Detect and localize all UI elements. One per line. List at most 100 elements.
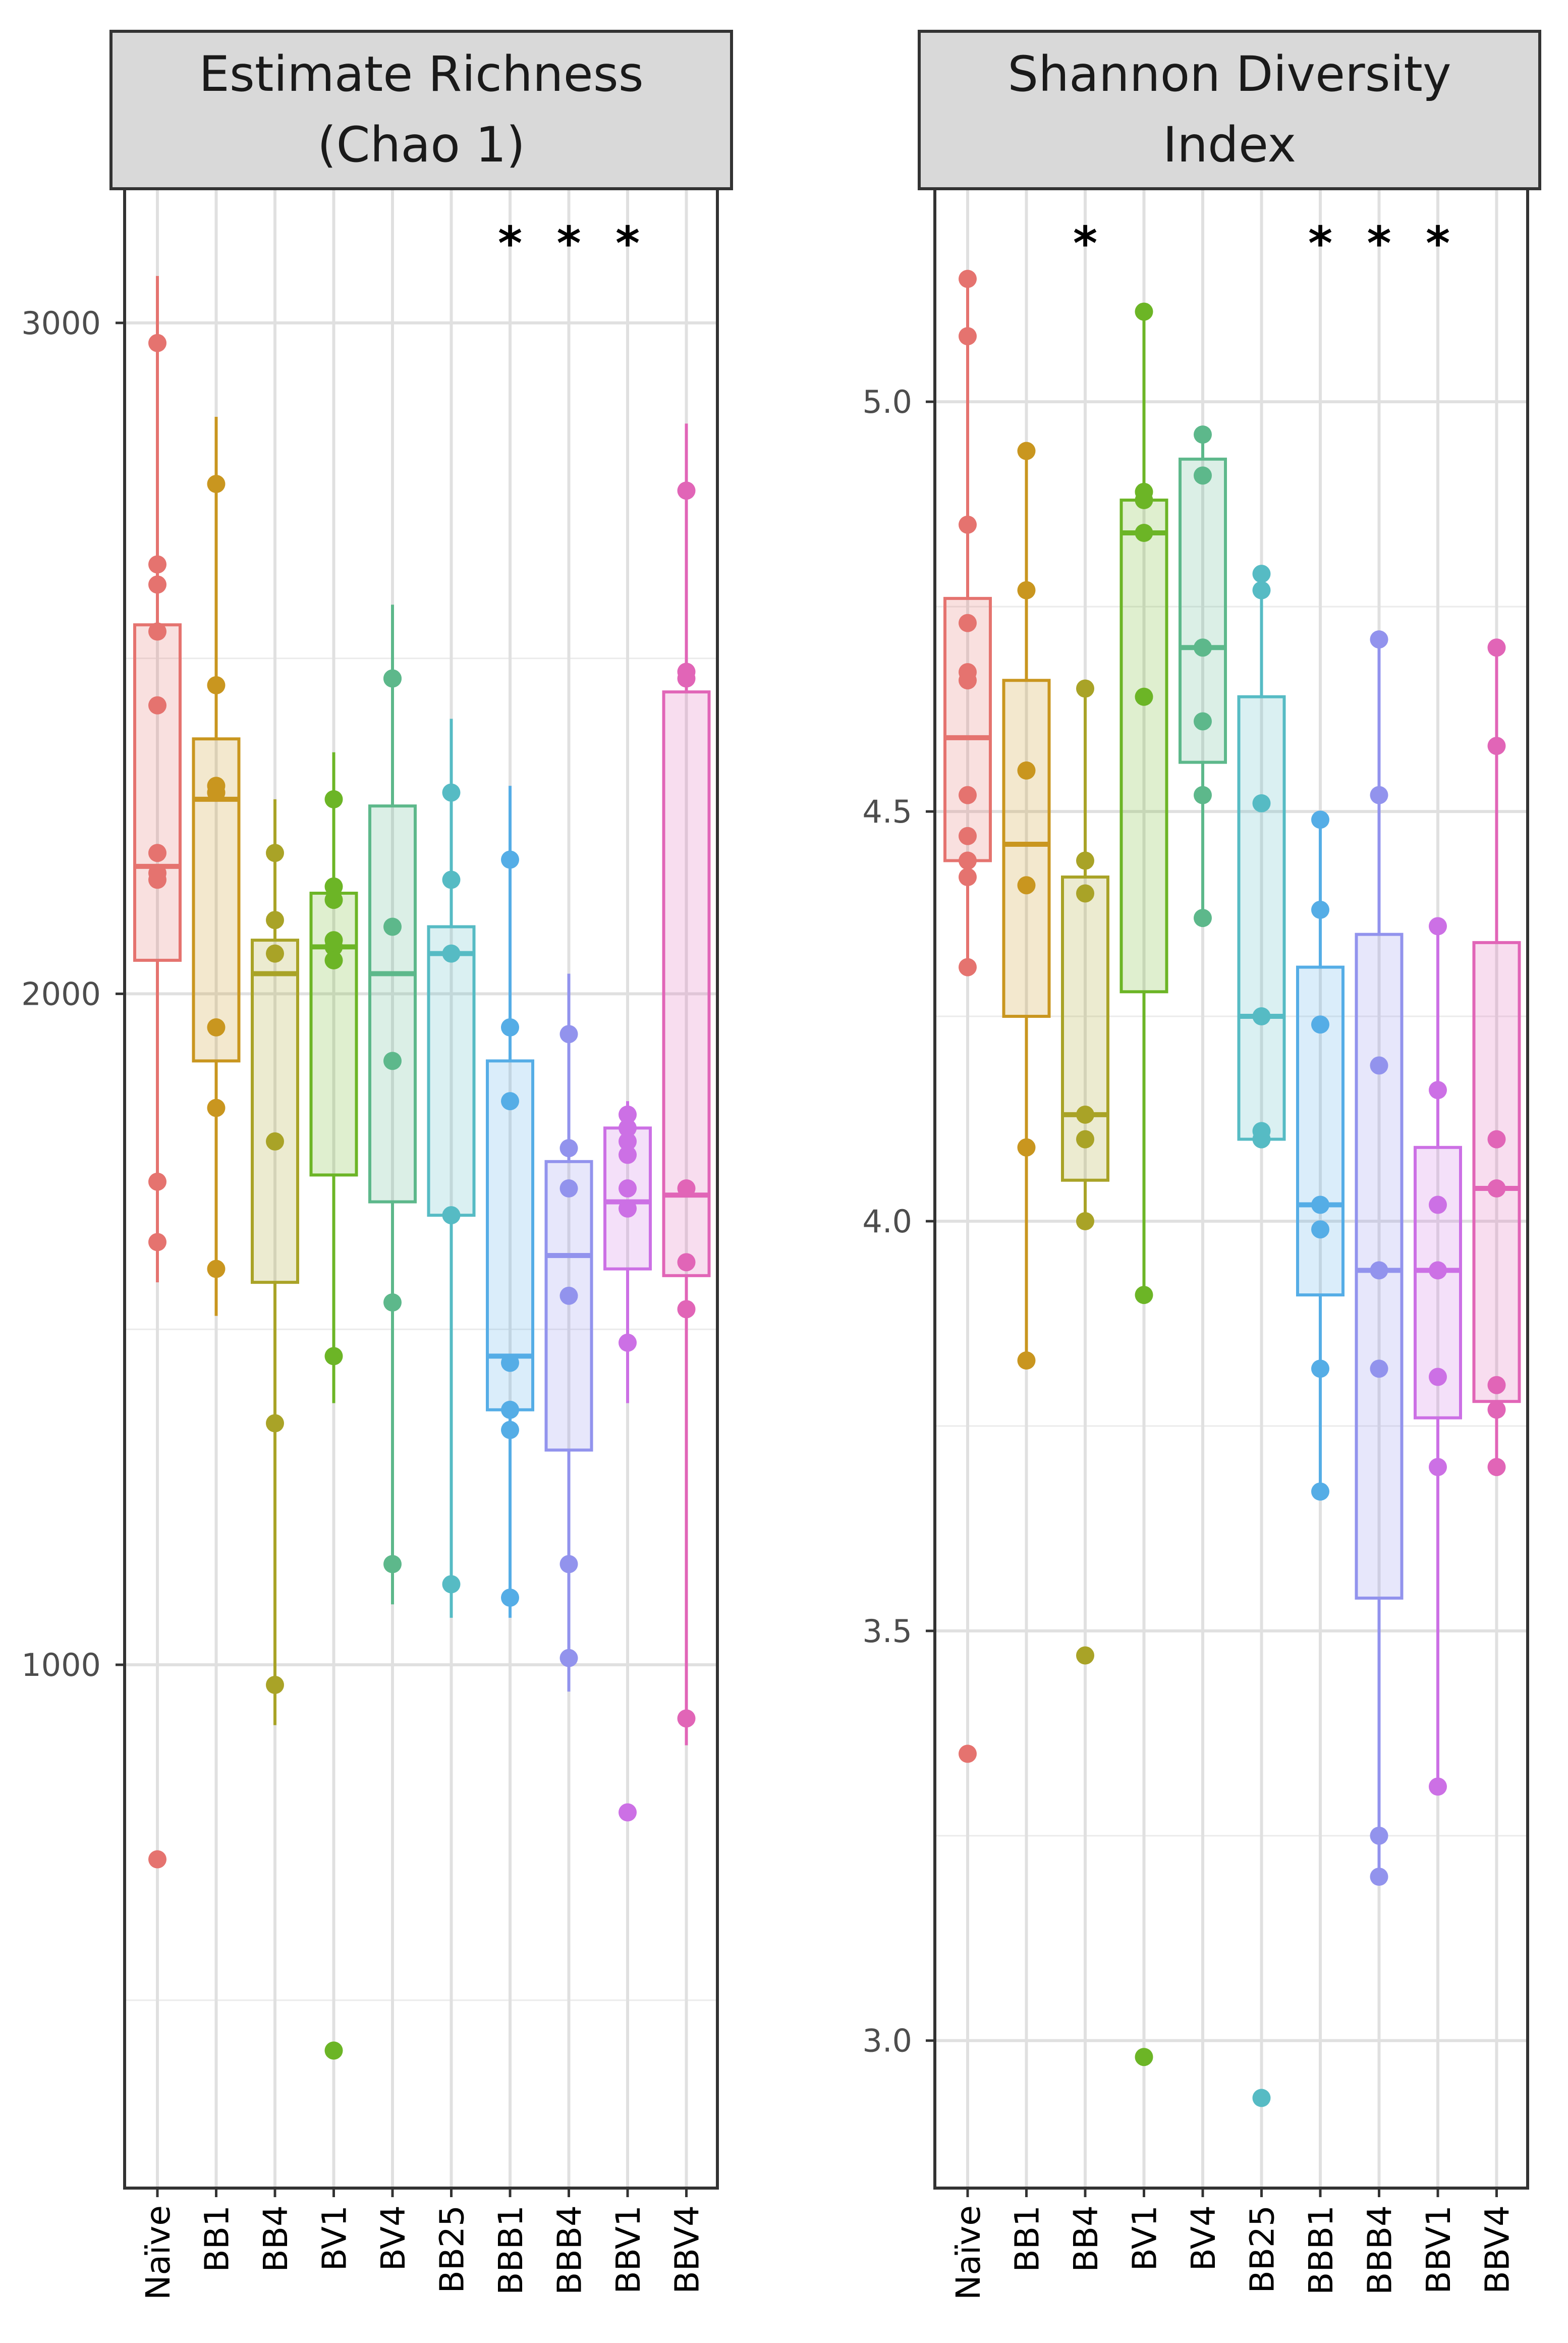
data-point <box>207 474 226 493</box>
data-point <box>383 1052 402 1070</box>
data-point <box>959 671 977 690</box>
group-bbv4 <box>662 423 711 1746</box>
data-point <box>1487 1458 1506 1477</box>
data-point <box>148 870 166 889</box>
data-point <box>442 870 461 889</box>
data-point <box>619 1119 637 1137</box>
group-bb25 <box>1237 565 1286 2107</box>
box <box>1296 965 1345 1297</box>
data-point <box>959 327 977 346</box>
data-point <box>1076 1212 1094 1230</box>
group-bb25 <box>427 719 476 1618</box>
box <box>1119 499 1168 994</box>
data-point <box>1076 1646 1094 1665</box>
x-tick-label: BBB4 <box>1361 2205 1399 2295</box>
data-point <box>501 1092 519 1111</box>
data-point <box>559 1649 578 1667</box>
data-point <box>1194 909 1212 928</box>
group-bbv1 <box>1414 917 1462 1796</box>
y-tick-label: 4.0 <box>862 1203 912 1240</box>
data-point <box>1311 900 1329 919</box>
data-point <box>501 1589 519 1607</box>
x-tick-label: BBB1 <box>1302 2205 1340 2295</box>
x-tick-label: BB1 <box>1008 2205 1047 2272</box>
data-point <box>383 917 402 936</box>
data-point <box>677 1300 696 1319</box>
data-point <box>959 614 977 632</box>
data-point <box>559 1179 578 1197</box>
group-bv1 <box>1119 302 1168 2066</box>
data-point <box>1017 876 1036 895</box>
group-bbb4 <box>1355 630 1404 1886</box>
data-point <box>1194 425 1212 444</box>
y-tick-label: 1000 <box>21 1647 101 1683</box>
data-point <box>1017 761 1036 780</box>
x-tick-label: BV4 <box>374 2205 413 2271</box>
group-bbv1 <box>603 1101 652 1822</box>
x-tick-label: BBV4 <box>668 2205 707 2294</box>
data-point <box>324 891 343 909</box>
data-point <box>1311 1015 1329 1034</box>
box <box>943 596 992 862</box>
significance-star: * <box>556 216 581 270</box>
box <box>1061 875 1109 1182</box>
box <box>133 623 182 962</box>
data-point <box>1017 442 1036 460</box>
data-point <box>677 1179 696 1197</box>
data-point <box>1252 794 1271 812</box>
facet-title-line: Index <box>1163 117 1296 173</box>
data-point <box>501 1018 519 1037</box>
box <box>662 690 711 1277</box>
data-point <box>1487 638 1506 657</box>
group-nave <box>133 276 182 1869</box>
y-tick-label: 3.5 <box>862 1613 912 1650</box>
data-point <box>1370 1056 1388 1075</box>
group-bbb1 <box>486 786 534 1618</box>
x-tick-label: Naïve <box>949 2205 988 2300</box>
data-point <box>1076 851 1094 870</box>
data-point <box>148 575 166 594</box>
data-point <box>1487 1400 1506 1419</box>
data-point <box>1487 1179 1506 1197</box>
data-point <box>207 783 226 802</box>
data-point <box>148 555 166 574</box>
x-tick-label: BV4 <box>1184 2205 1223 2271</box>
x-tick-label: BB25 <box>433 2205 472 2294</box>
data-point <box>1017 581 1036 600</box>
data-point <box>619 1179 637 1197</box>
group-bbb1 <box>1296 810 1345 1501</box>
data-point <box>324 951 343 969</box>
group-bv4 <box>1179 425 1227 928</box>
data-point <box>1311 1359 1329 1378</box>
y-tick-label: 5.0 <box>862 384 912 420</box>
box <box>251 939 299 1284</box>
data-point <box>1429 917 1447 936</box>
data-point <box>501 1400 519 1419</box>
group-bb4 <box>251 799 299 1725</box>
data-point <box>442 944 461 963</box>
significance-star: * <box>1367 216 1391 270</box>
data-point <box>677 1253 696 1272</box>
group-bv4 <box>368 605 417 1605</box>
group-bb1 <box>1002 442 1051 1370</box>
data-point <box>207 676 226 694</box>
data-point <box>148 622 166 641</box>
data-point <box>1017 1138 1036 1157</box>
facet-title-line: (Chao 1) <box>317 117 525 173</box>
data-point <box>1252 2089 1271 2107</box>
data-point <box>1311 1220 1329 1239</box>
chart-panel-1: Naïve BB1 BB4 BV1 BV4 BB25 * BBB1 * BBB4 * BBV1 BBV4… <box>21 30 733 2300</box>
significance-star: * <box>498 216 522 270</box>
data-point <box>148 1233 166 1251</box>
data-point <box>1076 884 1094 903</box>
plot-area <box>935 189 1528 2188</box>
data-point <box>959 851 977 870</box>
data-point <box>1370 1867 1388 1886</box>
x-tick-label: BBB1 <box>491 2205 530 2295</box>
data-point <box>559 1555 578 1573</box>
data-point <box>1429 1261 1447 1280</box>
x-tick-label: Naïve <box>139 2205 178 2300</box>
data-point <box>1017 1351 1036 1370</box>
data-point <box>559 1139 578 1158</box>
data-point <box>501 850 519 869</box>
